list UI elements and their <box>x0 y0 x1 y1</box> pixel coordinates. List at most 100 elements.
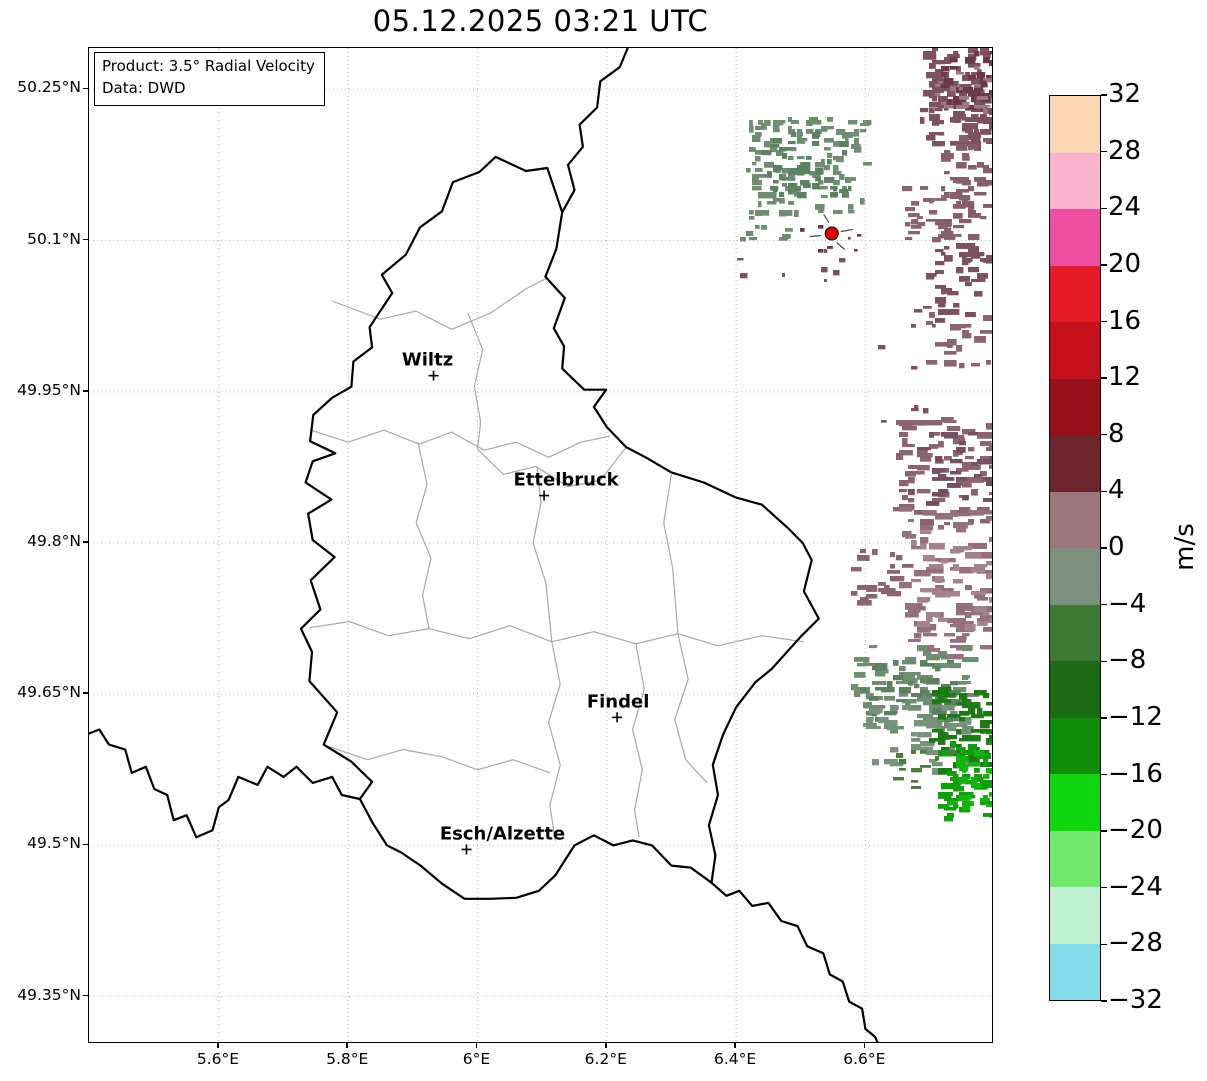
radar-echo-pixel <box>839 141 849 147</box>
radar-echo-pixel <box>944 153 954 159</box>
radar-echo-pixel <box>902 438 908 445</box>
radar-echo-pixel <box>956 66 961 72</box>
radar-echo-pixel <box>893 507 900 512</box>
radar-echo-pixel <box>914 570 931 577</box>
radar-echo-pixel <box>911 579 922 583</box>
radar-echo-pixel <box>914 720 928 727</box>
radar-echo-pixel <box>764 141 772 148</box>
radar-echo-pixel <box>989 492 992 496</box>
radar-echo-pixel <box>800 180 810 185</box>
radar-echo-pixel <box>947 660 954 664</box>
radar-echo-pixel <box>986 78 992 83</box>
radar-echo-pixel <box>791 183 797 190</box>
radar-echo-pixel <box>938 120 944 125</box>
radar-echo-pixel <box>974 252 985 257</box>
radar-echo-pixel <box>911 366 918 370</box>
radar-echo-pixel <box>962 123 972 129</box>
radar-echo-pixel <box>992 597 993 603</box>
radar-echo-pixel <box>929 312 935 318</box>
radar-echo-pixel <box>953 774 959 780</box>
radar-echo-pixel <box>848 186 852 192</box>
radar-echo-pixel <box>986 141 992 144</box>
radar-echo-pixel <box>932 237 941 243</box>
radar-echo-pixel <box>956 324 967 329</box>
radar-echo-pixel <box>908 681 914 686</box>
radar-echo-pixel <box>968 48 979 54</box>
radar-echo-pixel <box>890 726 904 730</box>
radar-echo-pixel <box>974 774 982 779</box>
radar-echo-pixel <box>959 195 971 201</box>
radar-echo-pixel <box>875 711 881 715</box>
radar-echo-pixel <box>809 117 818 122</box>
radar-echo-pixel <box>980 105 991 108</box>
radar-echo-pixel <box>833 270 840 276</box>
radar-echo-pixel <box>896 453 904 460</box>
radar-echo-pixel <box>845 138 849 143</box>
radar-echo-pixel <box>983 612 990 616</box>
radar-echo-pixel <box>920 660 928 664</box>
radar-echo-pixel <box>908 639 921 642</box>
radar-echo-pixel <box>938 84 946 88</box>
radar-echo-pixel <box>971 78 981 85</box>
radar-echo-pixel <box>977 162 984 168</box>
radar-echo-pixel <box>920 108 929 113</box>
colorbar-tick-label: 32 <box>1108 79 1142 109</box>
x-tick-label: 6.2°E <box>584 1050 627 1068</box>
radar-echo-pixel <box>992 63 993 67</box>
radar-echo-pixel <box>953 546 961 553</box>
radar-echo-pixel <box>932 324 936 328</box>
radar-echo-pixel <box>911 738 921 742</box>
radar-echo-pixel <box>776 150 784 156</box>
radar-echo-pixel <box>923 510 937 516</box>
district-border <box>631 643 645 838</box>
radar-echo-pixel <box>866 717 874 722</box>
radar-echo-pixel <box>860 687 868 693</box>
radar-echo-pixel <box>965 312 976 318</box>
colorbar-band <box>1050 491 1100 548</box>
y-tick-mark <box>83 843 88 846</box>
radar-echo-pixel <box>890 708 898 714</box>
radar-echo-pixel <box>773 168 778 173</box>
radar-echo-pixel <box>926 720 935 725</box>
colorbar-band <box>1050 96 1100 153</box>
radar-echo-pixel <box>935 84 941 87</box>
x-tick-mark <box>475 1043 478 1048</box>
district-border <box>532 466 553 642</box>
radar-echo-pixel <box>911 546 925 550</box>
radar-echo-pixel <box>992 774 993 780</box>
radar-echo-pixel <box>974 564 988 568</box>
colorbar-band <box>1050 604 1100 661</box>
radar-echo-pixel <box>788 174 796 181</box>
radar-echo-pixel <box>941 252 946 256</box>
radar-echo-pixel <box>959 441 966 446</box>
radar-echo-pixel <box>926 360 938 365</box>
radar-echo-pixel <box>938 696 945 700</box>
radar-echo-pixel <box>779 147 787 152</box>
radar-echo-pixel <box>968 90 980 97</box>
radar-echo-pixel <box>911 219 919 225</box>
radar-echo-pixel <box>971 567 985 573</box>
radar-echo-pixel <box>929 564 944 569</box>
radar-echo-pixel <box>797 135 802 139</box>
radar-echo-pixel <box>983 165 989 171</box>
y-tick-mark <box>83 692 88 694</box>
radar-echo-pixel <box>926 420 943 426</box>
radar-echo-pixel <box>992 54 993 59</box>
radar-echo-pixel <box>905 237 913 240</box>
radar-echo-pixel <box>737 258 744 261</box>
radar-echo-pixel <box>911 744 921 751</box>
radar-echo-pixel <box>947 309 960 315</box>
radar-echo-pixel <box>917 216 923 219</box>
radar-echo-pixel <box>977 459 983 465</box>
radar-echo-pixel <box>935 297 947 304</box>
colorbar-tick-mark <box>1101 150 1107 153</box>
radar-echo-pixel <box>926 723 941 729</box>
radar-echo-pixel <box>755 132 762 137</box>
radar-echo-pixel <box>920 741 935 747</box>
radar-echo-pixel <box>935 585 945 589</box>
radar-echo-pixel <box>983 627 992 632</box>
radar-echo-pixel <box>770 138 774 144</box>
radar-echo-pixel <box>767 192 777 199</box>
radar-echo-pixel <box>923 198 935 202</box>
x-tick-label: 5.6°E <box>196 1050 240 1068</box>
